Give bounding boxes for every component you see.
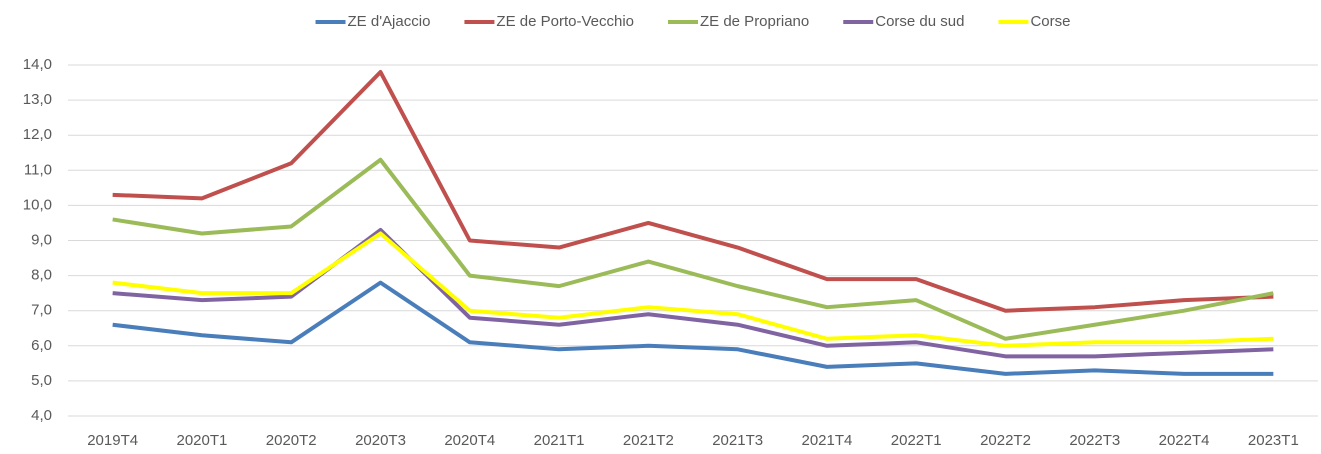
legend-label: Corse: [1030, 13, 1070, 30]
y-tick-label: 6,0: [31, 337, 52, 354]
x-tick-label: 2021T2: [623, 432, 674, 449]
legend-label: ZE d'Ajaccio: [348, 13, 431, 30]
legend-label: ZE de Porto-Vecchio: [496, 13, 634, 30]
x-tick-label: 2020T3: [355, 432, 406, 449]
x-tick-label: 2022T3: [1069, 432, 1120, 449]
y-tick-label: 5,0: [31, 372, 52, 389]
x-tick-label: 2021T4: [801, 432, 852, 449]
legend-label: ZE de Propriano: [700, 13, 809, 30]
x-tick-label: 2020T1: [176, 432, 227, 449]
y-tick-label: 8,0: [31, 267, 52, 284]
x-tick-label: 2020T4: [444, 432, 495, 449]
y-tick-label: 7,0: [31, 302, 52, 319]
x-tick-label: 2019T4: [87, 432, 138, 449]
x-tick-label: 2022T2: [980, 432, 1031, 449]
x-tick-label: 2020T2: [266, 432, 317, 449]
x-tick-label: 2022T4: [1159, 432, 1210, 449]
y-tick-label: 11,0: [24, 161, 52, 178]
y-tick-label: 14,0: [23, 56, 52, 73]
y-tick-label: 10,0: [23, 196, 52, 213]
x-tick-label: 2021T1: [534, 432, 585, 449]
series-line: [112, 280, 1274, 376]
x-tick-label: 2023T1: [1248, 432, 1299, 449]
y-tick-label: 13,0: [23, 91, 52, 108]
x-tick-label: 2022T1: [891, 432, 942, 449]
series-line: [112, 157, 1274, 341]
legend-label: Corse du sud: [875, 13, 964, 30]
y-tick-label: 12,0: [23, 126, 52, 143]
series-line: [112, 231, 1274, 348]
x-tick-label: 2021T3: [712, 432, 763, 449]
y-tick-label: 4,0: [31, 407, 52, 424]
y-tick-label: 9,0: [31, 231, 52, 248]
series-line: [112, 70, 1274, 313]
